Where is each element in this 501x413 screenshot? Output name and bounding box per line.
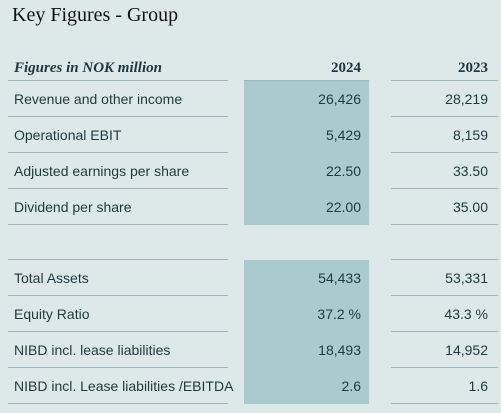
value-2024: 18,493 [318,342,361,358]
divider [391,331,498,332]
divider [244,80,369,81]
value-2024: 22.50 [325,163,361,179]
divider [391,295,498,296]
value-2023: 28,219 [445,91,488,107]
row-label: Operational EBIT [14,127,122,143]
table-row: Revenue and other income 26,426 28,219 [0,81,501,117]
row-label: Dividend per share [14,199,132,215]
value-2024: 5,429 [325,127,361,143]
value-2023: 8,159 [452,127,488,143]
value-2023: 14,952 [445,342,488,358]
divider [391,367,498,368]
table-row: Operational EBIT 5,429 8,159 [0,117,501,153]
value-2023: 35.00 [452,199,488,215]
divider [391,152,498,153]
value-2023: 53,331 [445,270,488,286]
divider [391,80,498,81]
divider [8,80,228,81]
page-title: Key Figures - Group [12,4,179,26]
table-row: Adjusted earnings per share 22.50 33.50 [0,153,501,189]
divider [8,403,228,404]
divider [8,331,228,332]
row-label: NIBD incl. lease liabilities [14,342,171,358]
row-label: Total Assets [14,270,89,286]
divider [391,259,498,260]
table-row: NIBD incl. Lease liabilities /EBITDA 2.6… [0,368,501,404]
table-row: Equity Ratio 37.2 % 43.3 % [0,296,501,332]
table-row: Dividend per share 22.00 35.00 [0,189,501,225]
divider [8,295,228,296]
value-2023: 43.3 % [444,306,488,322]
value-2024: 22.00 [325,199,361,215]
value-2024: 26,426 [318,91,361,107]
value-2023: 33.50 [452,163,488,179]
highlight-column-bottom [244,260,369,404]
units-header: Figures in NOK million [14,60,162,76]
year-2024-header: 2024 [331,60,361,76]
divider [391,188,498,189]
value-2023: 1.6 [468,378,488,394]
divider [8,259,228,260]
row-label: Equity Ratio [14,306,90,322]
year-2023-header: 2023 [458,60,488,76]
divider [8,116,228,117]
value-2024: 54,433 [318,270,361,286]
divider [8,224,228,225]
table-row: NIBD incl. lease liabilities 18,493 14,9… [0,332,501,368]
divider [8,367,228,368]
divider [391,403,498,404]
row-label: Revenue and other income [14,91,183,107]
row-label: NIBD incl. Lease liabilities /EBITDA [14,378,234,394]
divider [8,152,228,153]
divider [8,188,228,189]
value-2024: 2.6 [341,378,361,394]
divider [391,224,498,225]
table-row: Total Assets 54,433 53,331 [0,260,501,296]
highlight-column-top [244,81,369,225]
divider [391,116,498,117]
row-label: Adjusted earnings per share [14,163,190,179]
value-2024: 37.2 % [317,306,361,322]
